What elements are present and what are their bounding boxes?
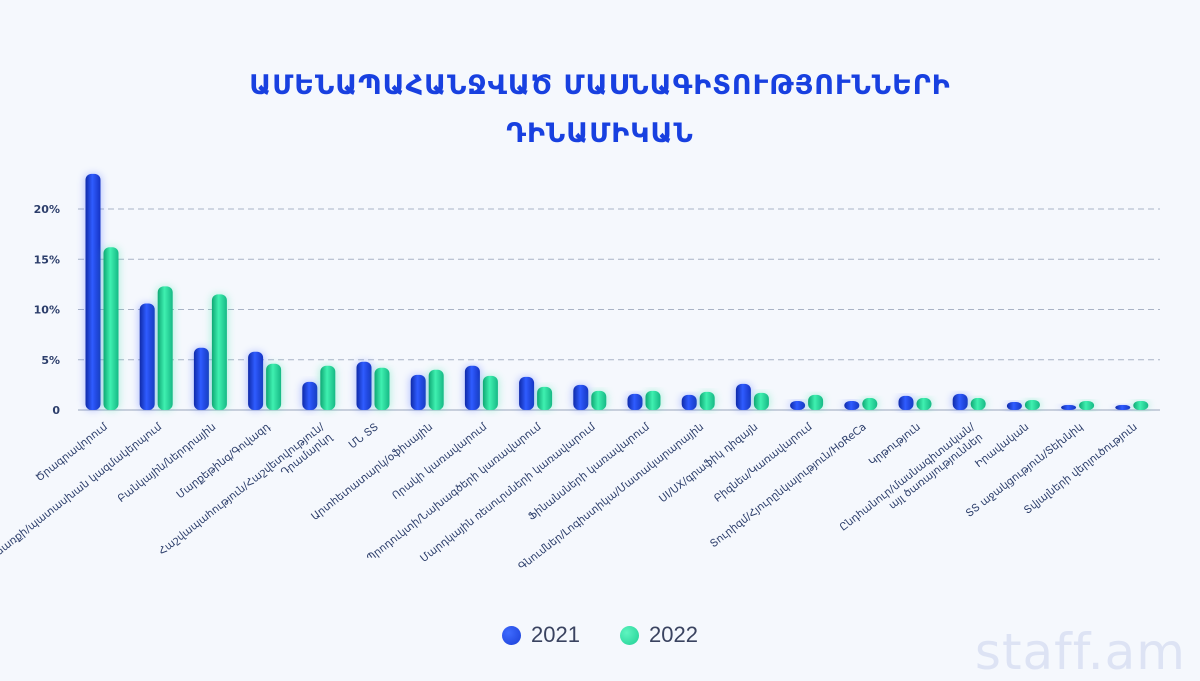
legend: 2021 2022 [0, 622, 1200, 648]
bar-2021-0[interactable] [85, 173, 101, 410]
legend-swatch-2021 [502, 625, 522, 645]
x-tick-label: Որակի կառավարում [390, 421, 489, 502]
bar-2022-14[interactable] [862, 397, 878, 410]
bar-2021-19[interactable] [1115, 404, 1131, 410]
bar-2022-12[interactable] [753, 392, 769, 410]
x-tick-label: Գնումներ/Լոգիստիկա/Մատակարարային [516, 421, 706, 573]
x-tick-label: Բիզնես/Կառավարում [712, 421, 815, 505]
legend-item-2022[interactable]: 2022 [620, 622, 698, 648]
bar-2022-19[interactable] [1133, 400, 1149, 410]
bar-2021-13[interactable] [790, 400, 806, 410]
bars [84, 173, 1150, 410]
bar-2022-10[interactable] [645, 390, 661, 410]
chart-title-line-1: ԱՄԵՆԱՊԱՀԱՆՋՎԱԾ ՄԱՍՆԱԳԻՏՈՒԹՅՈՒՆՆԵՐԻ [249, 70, 951, 101]
bar-2021-7[interactable] [464, 365, 480, 410]
bar-2022-13[interactable] [808, 394, 824, 410]
bar-2022-7[interactable] [482, 375, 498, 410]
bar-2021-5[interactable] [356, 361, 372, 410]
bar-2022-16[interactable] [970, 397, 986, 410]
legend-item-2021[interactable]: 2021 [502, 622, 580, 648]
y-axis-ticks: 0 5% 10% 15% 20% [34, 203, 61, 417]
watermark-logo: staff.am [974, 623, 1186, 681]
bar-2022-18[interactable] [1079, 400, 1095, 410]
bar-2022-5[interactable] [374, 367, 390, 410]
chart-title: ԱՄԵՆԱՊԱՀԱՆՋՎԱԾ ՄԱՍՆԱԳԻՏՈՒԹՅՈՒՆՆԵՐԻ ԴԻՆԱՄ… [0, 62, 1200, 158]
bar-2022-4[interactable] [320, 365, 336, 410]
y-tick-label: 10% [34, 304, 60, 317]
chart-title-line-2: ԴԻՆԱՄԻԿԱՆ [506, 118, 694, 149]
legend-label-2021: 2021 [531, 622, 580, 647]
bar-2022-3[interactable] [266, 363, 282, 410]
bar-2022-11[interactable] [699, 391, 715, 410]
grid-lines [78, 208, 1160, 411]
bar-2021-1[interactable] [139, 303, 155, 410]
bar-2022-6[interactable] [428, 369, 444, 410]
bar-2021-11[interactable] [681, 394, 697, 410]
x-tick-label: Տվյալների վերլուծություն [1022, 421, 1140, 517]
x-tick-label: Մարքեթինգ/Գովազդ [174, 421, 272, 501]
bar-2021-4[interactable] [302, 381, 318, 410]
bar-2021-12[interactable] [735, 383, 751, 410]
bar-2021-10[interactable] [627, 393, 643, 410]
legend-swatch-2022 [620, 625, 639, 645]
bar-2021-6[interactable] [410, 374, 426, 410]
y-tick-label: 0 [52, 404, 60, 417]
bar-2021-15[interactable] [898, 395, 914, 410]
bar-2022-1[interactable] [157, 286, 173, 410]
y-tick-label: 5% [41, 354, 60, 367]
x-tick-label: Կրթություն [867, 421, 923, 469]
bar-2021-17[interactable] [1006, 401, 1022, 410]
x-tick-label: Իրավական [973, 421, 1031, 470]
bar-2022-17[interactable] [1024, 399, 1040, 410]
bar-2021-8[interactable] [519, 376, 535, 410]
x-tick-label: ՄՆ ՏՏ [347, 421, 381, 451]
bar-2022-15[interactable] [916, 397, 932, 410]
bar-2021-9[interactable] [573, 384, 589, 410]
bar-2022-8[interactable] [537, 386, 553, 410]
bar-2021-3[interactable] [248, 351, 264, 410]
bar-2021-2[interactable] [193, 347, 209, 410]
bar-2022-2[interactable] [211, 294, 227, 410]
bar-2021-18[interactable] [1061, 404, 1077, 410]
x-tick-label: Բանկային/ներդրային [115, 421, 218, 505]
y-tick-label: 20% [34, 203, 60, 216]
bar-2022-0[interactable] [103, 247, 119, 410]
bar-2022-9[interactable] [591, 390, 607, 410]
bar-2021-14[interactable] [844, 400, 860, 410]
y-tick-label: 15% [34, 253, 60, 266]
x-tick-label: UI/UX/գրաֆիկ դիզայն [657, 421, 760, 505]
legend-label-2022: 2022 [649, 622, 698, 647]
bar-2021-16[interactable] [952, 393, 968, 410]
